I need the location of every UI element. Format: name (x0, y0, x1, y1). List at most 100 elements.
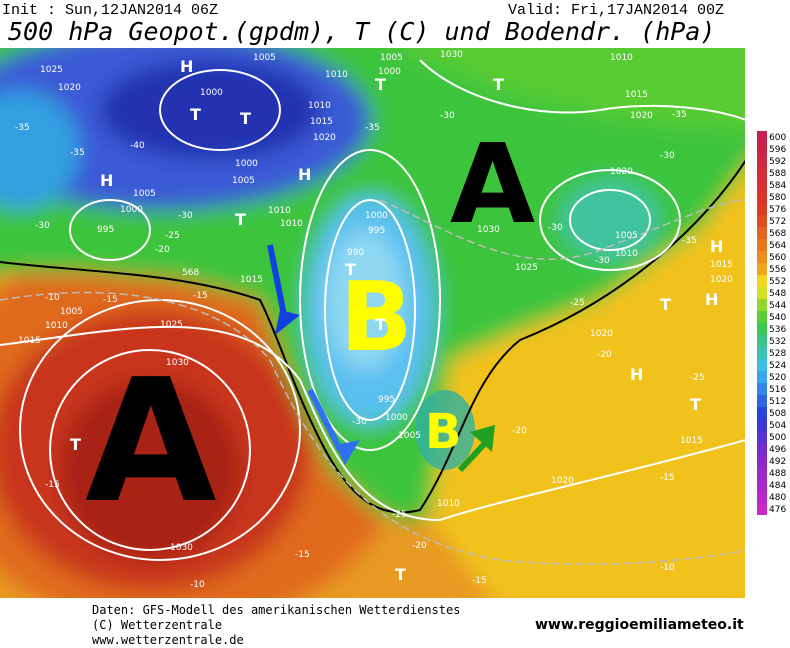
colorbar-swatch (757, 323, 767, 335)
contour-label: 1000 (365, 211, 388, 221)
colorbar-swatch (757, 179, 767, 191)
contour-label: 1020 (58, 83, 81, 93)
contour-label: 995 (368, 226, 385, 236)
contour-label: -10 (45, 293, 60, 303)
colorbar-label: 564 (769, 241, 786, 251)
contour-label: 1025 (515, 263, 538, 273)
colorbar-label: 508 (769, 409, 786, 419)
colorbar-swatch (757, 287, 767, 299)
colorbar-swatch (757, 371, 767, 383)
colorbar-swatch (757, 275, 767, 287)
contour-label: 1010 (325, 70, 348, 80)
contour-label: 1020 (610, 167, 633, 177)
pressure-center-letter: B (340, 263, 412, 373)
contour-label: -35 (70, 148, 85, 158)
contour-label: -25 (570, 298, 585, 308)
contour-label: -35 (672, 110, 687, 120)
colorbar-swatch (757, 503, 767, 515)
contour-label: -25 (392, 510, 407, 520)
colorbar-swatch (757, 407, 767, 419)
contour-label: -35 (365, 123, 380, 133)
colorbar-label: 556 (769, 265, 786, 275)
colorbar-label: 580 (769, 193, 786, 203)
contour-label: -30 (595, 256, 610, 266)
contour-label: 1010 (437, 499, 460, 509)
contour-label: 1010 (280, 219, 303, 229)
contour-label: 990 (347, 248, 364, 258)
colorbar-label: 568 (769, 229, 786, 239)
contour-label: -25 (690, 373, 705, 383)
contour-label: -30 (178, 211, 193, 221)
contour-label: 1030 (166, 358, 189, 368)
colorbar-label: 552 (769, 277, 786, 287)
contour-label: 1010 (268, 206, 291, 216)
colorbar-label: 504 (769, 421, 786, 431)
contour-label: -30 (352, 417, 367, 427)
colorbar-swatch (757, 263, 767, 275)
center-marker: T (70, 435, 81, 454)
source-url: www.wetterzentrale.de (92, 633, 244, 647)
colorbar-label: 572 (769, 217, 786, 227)
colorbar-swatch (757, 431, 767, 443)
contour-label: 1020 (710, 275, 733, 285)
colorbar-label: 576 (769, 205, 786, 215)
center-marker: H (710, 237, 723, 256)
contour-label: 1025 (40, 65, 63, 75)
contour-label: 1010 (615, 249, 638, 259)
colorbar-swatch (757, 167, 767, 179)
colorbar-swatch (757, 215, 767, 227)
contour-label: 1005 (380, 53, 403, 63)
copyright: (C) Wetterzentrale (92, 618, 222, 632)
contour-label: -40 (130, 141, 145, 151)
contour-label: 1010 (610, 53, 633, 63)
center-marker: T (660, 295, 671, 314)
contour-label: 1020 (590, 329, 613, 339)
contour-label: 1005 (615, 231, 638, 241)
contour-label: -15 (472, 576, 487, 586)
center-marker: T (345, 260, 356, 279)
contour-label: -15 (193, 291, 208, 301)
colorbar-label: 532 (769, 337, 786, 347)
colorbar-label: 540 (769, 313, 786, 323)
center-marker: H (298, 165, 311, 184)
pressure-center-letter: A (85, 343, 217, 541)
colorbar-swatch (757, 299, 767, 311)
colorbar-label: 560 (769, 253, 786, 263)
colorbar-label: 596 (769, 145, 786, 155)
site-url: www.reggioemiliameteo.it (535, 617, 744, 633)
colorbar-label: 484 (769, 481, 786, 491)
colorbar-swatch (757, 347, 767, 359)
colorbar-swatch (757, 239, 767, 251)
contour-label: 1030 (170, 543, 193, 553)
colorbar-swatch (757, 395, 767, 407)
colorbar-swatch (757, 311, 767, 323)
contour-label: 1005 (232, 176, 255, 186)
center-marker: T (235, 210, 246, 229)
colorbar-label: 492 (769, 457, 786, 467)
colorbar-swatch (757, 227, 767, 239)
colorbar-swatch (757, 191, 767, 203)
colorbar-swatch (757, 155, 767, 167)
colorbar-label: 544 (769, 301, 786, 311)
colorbar-swatch (757, 383, 767, 395)
source-credit: Daten: GFS-Modell des amerikanischen Wet… (92, 603, 460, 617)
pressure-center-letter: B (425, 404, 462, 460)
contour-label: 995 (97, 225, 114, 235)
colorbar-swatch (757, 335, 767, 347)
contour-label: -30 (548, 223, 563, 233)
contour-label: -15 (103, 295, 118, 305)
contour-label: -25 (165, 231, 180, 241)
colorbar-label: 588 (769, 169, 786, 179)
contour-label: 1015 (240, 275, 263, 285)
contour-label: 568 (182, 268, 199, 278)
contour-label: 1000 (200, 88, 223, 98)
contour-label: -35 (15, 123, 30, 133)
colorbar-label: 516 (769, 385, 786, 395)
colorbar-swatch (757, 419, 767, 431)
colorbar-label: 488 (769, 469, 786, 479)
contour-label: -20 (512, 426, 527, 436)
contour-label: 1005 (60, 307, 83, 317)
contour-label: 1015 (710, 260, 733, 270)
contour-label: 1025 (160, 320, 183, 330)
center-marker: T (375, 315, 386, 334)
